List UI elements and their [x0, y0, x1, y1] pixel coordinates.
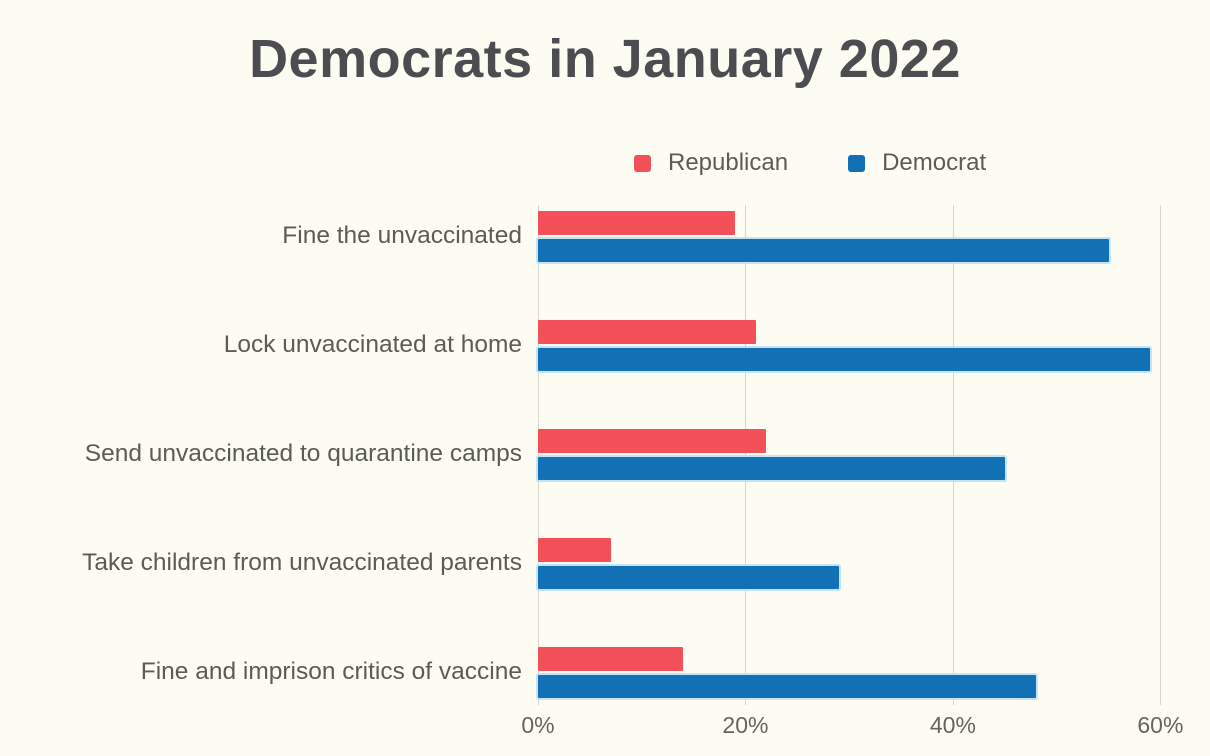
category-label: Fine and imprison critics of vaccine	[140, 658, 522, 685]
category-label: Lock unvaccinated at home	[223, 331, 522, 358]
gridline-0	[538, 205, 539, 705]
legend-item-republican: Republican	[634, 149, 788, 177]
x-tick-label: 20%	[722, 712, 769, 738]
legend-swatch-democrat	[848, 154, 866, 172]
bar-republican	[538, 429, 767, 453]
bar-democrat	[538, 675, 1036, 698]
category-label: Send unvaccinated to quarantine camps	[84, 440, 522, 467]
legend-label: Republican	[668, 149, 789, 176]
gridline-20	[745, 205, 747, 705]
bar-republican	[538, 647, 684, 671]
bar-democrat	[538, 239, 1109, 262]
x-tick-label: 0%	[521, 712, 555, 738]
chart-title: Democrats in January 2022	[249, 29, 961, 89]
gridline-60	[1160, 205, 1162, 705]
category-label: Fine the unvaccinated	[282, 222, 522, 249]
legend-swatch-republican	[634, 154, 651, 172]
bar-democrat	[538, 457, 1005, 480]
legend-label: Democrat	[882, 149, 987, 176]
bar-democrat	[538, 566, 839, 589]
x-tick-label: 40%	[929, 712, 976, 738]
gridline-40	[952, 205, 954, 705]
category-label: Take children from unvaccinated parents	[82, 549, 522, 576]
bar-democrat	[538, 348, 1151, 371]
bar-republican	[538, 320, 756, 344]
legend-item-democrat: Democrat	[848, 149, 986, 177]
bar-republican	[538, 211, 736, 235]
x-tick-label: 60%	[1137, 712, 1184, 738]
bar-republican	[538, 538, 611, 562]
plot-area	[538, 205, 1205, 705]
chart-legend: Republican Democrat	[634, 149, 986, 177]
